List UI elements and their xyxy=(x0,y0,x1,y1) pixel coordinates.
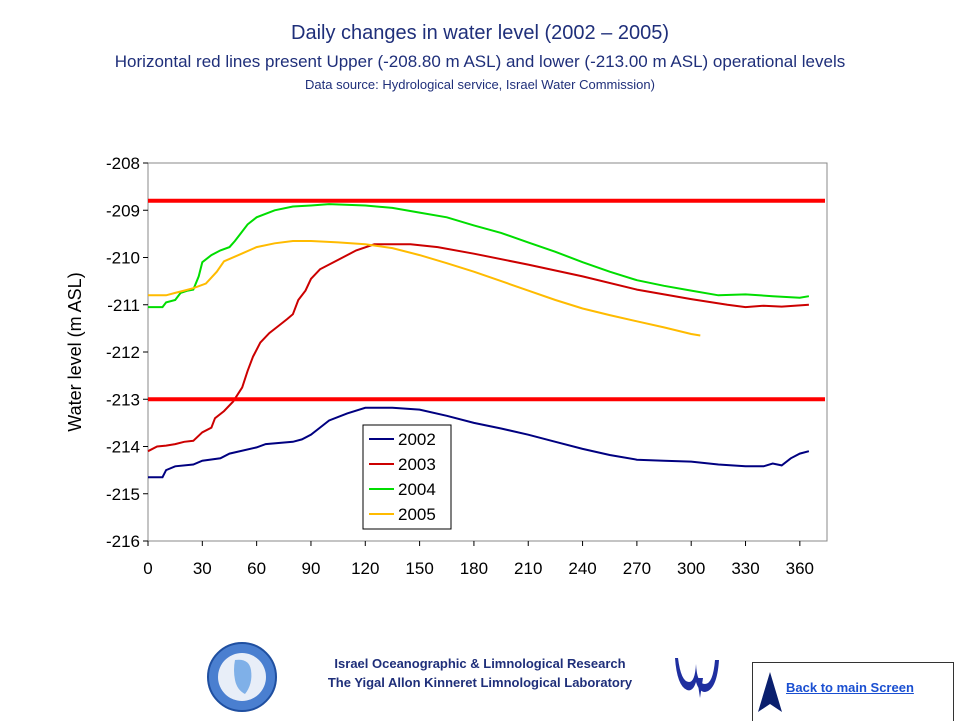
x-tick-label: 0 xyxy=(143,559,152,578)
legend-label-2003: 2003 xyxy=(398,455,436,474)
y-tick-label: -208 xyxy=(106,154,140,173)
legend-label-2005: 2005 xyxy=(398,505,436,524)
series-line-2003 xyxy=(147,243,809,453)
x-tick-label: 150 xyxy=(405,559,433,578)
x-tick-label: 240 xyxy=(568,559,596,578)
x-tick-label: 60 xyxy=(247,559,266,578)
back-to-main-screen-link[interactable]: Back to main Screen xyxy=(786,680,914,695)
legend-label-2002: 2002 xyxy=(398,430,436,449)
legend-box xyxy=(362,424,452,530)
data-source-note: Data source: Hydrological service, Israe… xyxy=(305,77,655,92)
x-tick-label: 360 xyxy=(786,559,814,578)
org-name-line1: Israel Oceanographic & Limnological Rese… xyxy=(334,656,626,671)
y-tick-label: -211 xyxy=(107,296,140,315)
x-tick-label: 270 xyxy=(623,559,651,578)
x-tick-label: 120 xyxy=(351,559,379,578)
plot-area xyxy=(147,162,828,542)
up-arrow-icon[interactable] xyxy=(758,672,782,712)
x-tick-label: 30 xyxy=(193,559,212,578)
y-tick-label: -212 xyxy=(106,343,140,362)
org-name-line2: The Yigal Allon Kinneret Limnological La… xyxy=(327,675,633,690)
x-tick-label: 300 xyxy=(677,559,705,578)
y-tick-label: -209 xyxy=(106,201,140,220)
y-tick-label: -210 xyxy=(106,249,140,268)
y-tick-label: -215 xyxy=(106,485,140,504)
x-tick-label: 180 xyxy=(460,559,488,578)
water-level-chart: -216 -215 -214 -213 -212 -211 -210 -209 -208 0 30 6… xyxy=(65,154,828,578)
kinneret-data-center-logo xyxy=(207,642,277,712)
iolr-logo-icon xyxy=(675,658,719,698)
x-tick-label: 330 xyxy=(731,559,759,578)
y-tick-label: -214 xyxy=(106,438,140,457)
chart-subtitle: Horizontal red lines present Upper (-208… xyxy=(114,52,846,71)
x-tick-label: 90 xyxy=(301,559,320,578)
y-axis-title: Water level (m ASL) xyxy=(65,272,85,431)
chart-title: Daily changes in water level (2002 – 200… xyxy=(291,22,669,44)
y-tick-label: -213 xyxy=(106,390,140,409)
series-line-2002 xyxy=(148,406,810,479)
back-nav-panel xyxy=(752,662,954,721)
y-tick-label: -216 xyxy=(106,532,140,551)
series-line-2005 xyxy=(148,240,701,337)
legend-label-2004: 2004 xyxy=(398,480,436,499)
x-tick-label: 210 xyxy=(514,559,542,578)
